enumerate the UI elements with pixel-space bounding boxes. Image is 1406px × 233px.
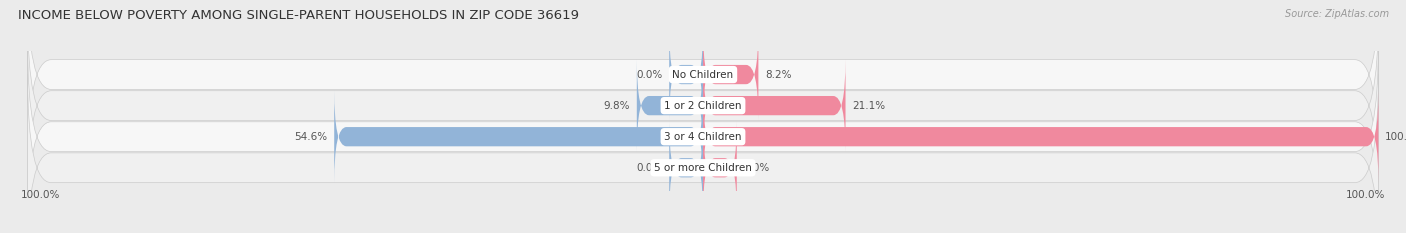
Text: 0.0%: 0.0% — [744, 163, 769, 173]
Text: 1 or 2 Children: 1 or 2 Children — [664, 101, 742, 111]
FancyBboxPatch shape — [669, 28, 703, 121]
Text: 100.0%: 100.0% — [21, 190, 60, 200]
Text: No Children: No Children — [672, 70, 734, 79]
Text: 100.0%: 100.0% — [1346, 190, 1385, 200]
FancyBboxPatch shape — [28, 0, 1378, 168]
FancyBboxPatch shape — [28, 12, 1378, 199]
Text: 0.0%: 0.0% — [637, 70, 662, 79]
FancyBboxPatch shape — [335, 90, 703, 183]
Text: 8.2%: 8.2% — [765, 70, 792, 79]
FancyBboxPatch shape — [28, 43, 1378, 230]
Text: 21.1%: 21.1% — [852, 101, 886, 111]
Text: 54.6%: 54.6% — [294, 132, 328, 142]
Text: INCOME BELOW POVERTY AMONG SINGLE-PARENT HOUSEHOLDS IN ZIP CODE 36619: INCOME BELOW POVERTY AMONG SINGLE-PARENT… — [18, 9, 579, 22]
Text: 9.8%: 9.8% — [603, 101, 630, 111]
FancyBboxPatch shape — [28, 74, 1378, 233]
Text: Source: ZipAtlas.com: Source: ZipAtlas.com — [1285, 9, 1389, 19]
Text: 100.0%: 100.0% — [1385, 132, 1406, 142]
FancyBboxPatch shape — [703, 28, 758, 121]
Text: 0.0%: 0.0% — [637, 163, 662, 173]
Text: 5 or more Children: 5 or more Children — [654, 163, 752, 173]
FancyBboxPatch shape — [637, 59, 703, 152]
FancyBboxPatch shape — [703, 121, 737, 214]
Text: 3 or 4 Children: 3 or 4 Children — [664, 132, 742, 142]
FancyBboxPatch shape — [703, 59, 845, 152]
FancyBboxPatch shape — [669, 121, 703, 214]
FancyBboxPatch shape — [703, 90, 1378, 183]
